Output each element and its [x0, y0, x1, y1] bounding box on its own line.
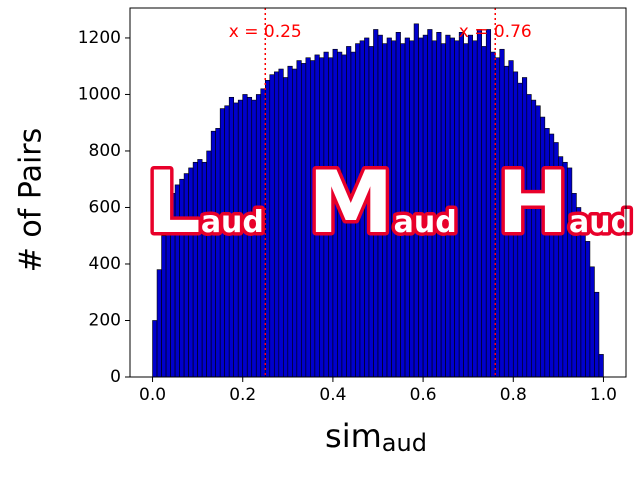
- y-tick-label: 200: [89, 310, 121, 330]
- bar: [476, 29, 483, 378]
- bar: [210, 130, 216, 378]
- reference-label: x = 0.25: [229, 22, 302, 42]
- reference-label: x = 0.76: [459, 22, 532, 42]
- bar: [215, 128, 221, 378]
- x-tick-label: 0.8: [500, 385, 527, 405]
- y-axis-title: # of Pairs: [14, 128, 49, 273]
- x-axis-title: simaud: [325, 417, 427, 457]
- region-label: Maud: [308, 153, 457, 253]
- bar: [296, 60, 302, 378]
- region-label: Laud: [146, 153, 264, 253]
- y-tick-label: 600: [89, 197, 121, 217]
- y-tick-label: 800: [89, 141, 121, 161]
- bar: [589, 266, 595, 378]
- bar: [273, 71, 280, 378]
- region-label-main: M: [308, 153, 394, 253]
- bar: [413, 23, 419, 378]
- y-tick-label: 400: [89, 254, 121, 274]
- bar: [485, 29, 492, 378]
- x-tick-label: 0.6: [410, 385, 437, 405]
- region-label-main: H: [497, 153, 569, 253]
- bar: [585, 241, 591, 378]
- bar: [427, 29, 433, 378]
- region-label-sub: aud: [201, 205, 264, 240]
- x-tick-label: 0.4: [319, 385, 346, 405]
- bar: [219, 108, 225, 378]
- bar: [201, 161, 207, 378]
- bar: [594, 291, 600, 378]
- bar: [463, 43, 469, 378]
- bar: [481, 46, 487, 378]
- y-tick-label: 0: [110, 367, 121, 387]
- bar: [206, 150, 212, 378]
- bar: [156, 269, 162, 378]
- bar: [467, 34, 473, 378]
- x-tick-label: 0.2: [229, 385, 256, 405]
- x-axis-title-main: sim: [325, 417, 382, 455]
- bar: [458, 31, 464, 378]
- region-label: Haud: [497, 153, 632, 253]
- y-tick-label: 1200: [78, 28, 121, 48]
- x-tick-label: 1.0: [590, 385, 617, 405]
- bar: [224, 105, 230, 378]
- bar: [278, 68, 284, 378]
- bar: [301, 63, 307, 378]
- x-tick-label: 0.0: [139, 385, 166, 405]
- plot-frame: [129, 7, 627, 378]
- bar: [283, 77, 289, 378]
- bar: [269, 74, 275, 378]
- bar: [580, 218, 586, 378]
- region-label-main: L: [146, 153, 201, 253]
- region-label-sub: aud: [569, 205, 632, 240]
- y-tick-label: 1000: [78, 84, 121, 104]
- bar: [292, 68, 298, 378]
- bar: [472, 40, 478, 378]
- x-axis-title-sub: aud: [382, 429, 427, 457]
- region-label-sub: aud: [394, 205, 457, 240]
- bar: [161, 235, 167, 378]
- bar: [152, 320, 158, 378]
- bar: [598, 354, 604, 378]
- bar: [287, 65, 293, 378]
